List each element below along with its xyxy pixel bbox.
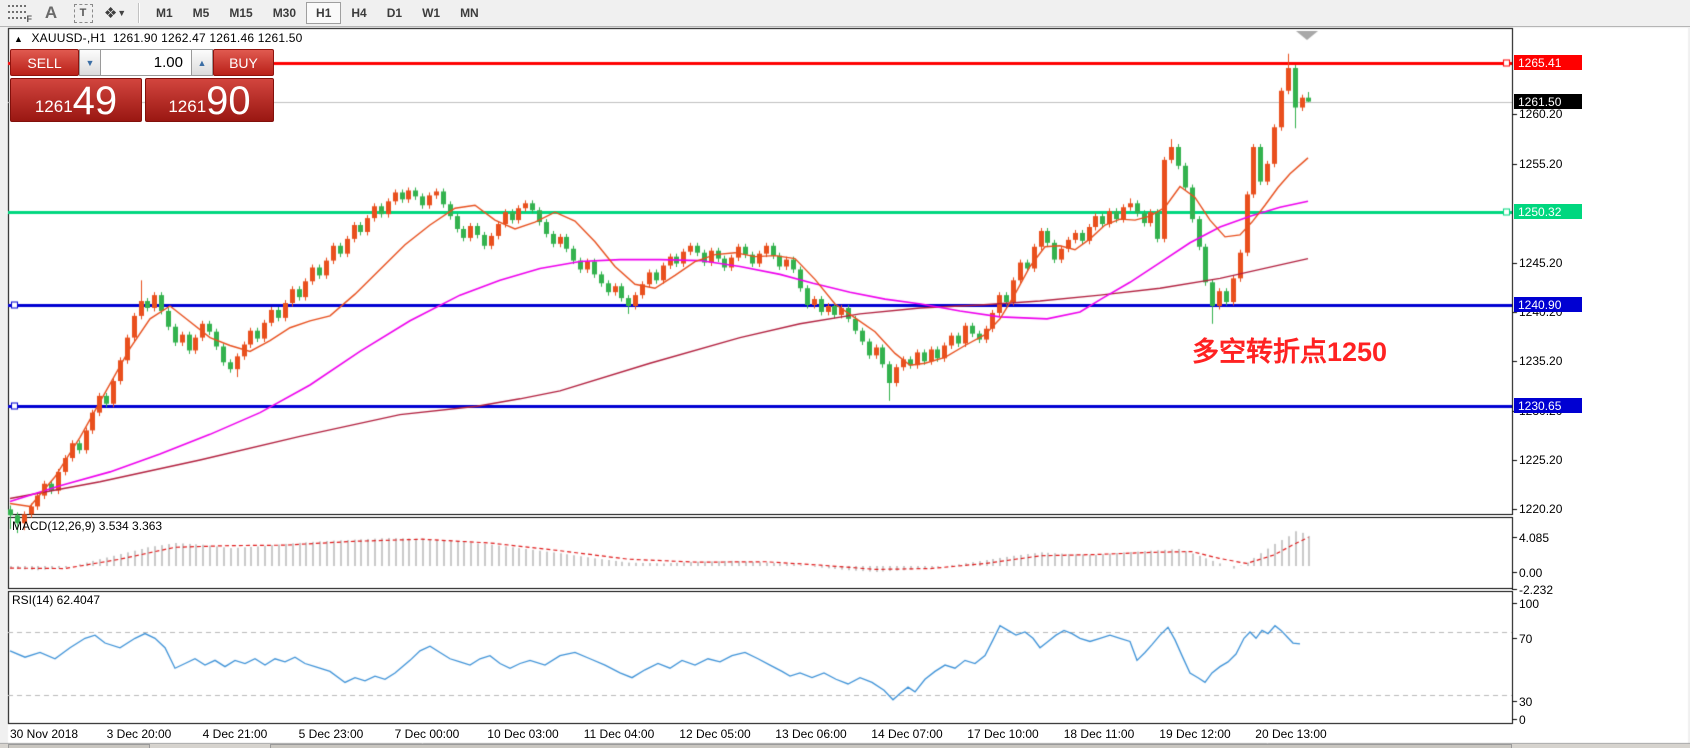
buy-price-big: 90 [206,79,251,123]
buy-price-display[interactable]: 1261 90 [145,78,274,122]
tf-button-h1[interactable]: H1 [306,2,342,24]
bottom-window-edge [0,744,1690,748]
date-tick-label: 10 Dec 03:00 [487,727,559,741]
rsi-scale-label: 100 [1519,597,1540,611]
price-badge: 1265.41 [1514,55,1582,70]
date-tick-label: 14 Dec 07:00 [871,727,943,741]
tf-button-mn[interactable]: MN [460,6,479,20]
price-tick-label: 1235.20 [1519,354,1563,368]
tf-button-m5[interactable]: M5 [192,6,210,20]
macd-scale-label: 4.085 [1519,531,1550,545]
date-tick-label: 17 Dec 10:00 [967,727,1039,741]
text-box-icon[interactable]: T [70,2,96,24]
rsi-scale-label: 70 [1519,632,1533,646]
price-tick-label: 1260.20 [1519,107,1563,121]
date-tick-label: 4 Dec 21:00 [202,727,268,741]
volume-decrease-button[interactable]: ▼ [79,49,101,76]
date-tick-label: 18 Dec 11:00 [1063,727,1135,741]
tf-button-w1[interactable]: W1 [422,6,441,20]
arrows-glyph: ❖ [103,5,118,22]
buy-price-small: 1261 [168,97,207,116]
bottom-segment [270,744,1512,748]
rsi-label: RSI(14) 62.4047 [12,593,101,607]
one-click-trading-panel: SELL ▼ 1.00 ▲ BUY 1261 49 1261 90 [10,49,274,122]
text-label-icon[interactable]: A [44,3,58,22]
tf-button-h4[interactable]: H4 [351,6,367,20]
volume-increase-button[interactable]: ▲ [191,49,213,76]
price-badge: 1250.32 [1514,204,1582,219]
macd-scale-label: 0.00 [1519,566,1543,580]
chart-annotation: 多空转折点1250 [1192,337,1388,367]
symbol-triangle-icon: ▲ [14,34,24,44]
date-tick-label: 20 Dec 13:00 [1255,727,1327,741]
date-tick-label: 30 Nov 2018 [10,727,79,741]
toolbar: F A T ❖ ▼ M1 M5 M15 M30 H1 H4 D1 W1 MN [0,0,1690,27]
ohlc-readout: 1261.90 1262.47 1261.46 1261.50 [112,31,303,45]
sell-button[interactable]: SELL [10,49,79,76]
volume-input[interactable]: 1.00 [101,49,191,76]
rsi-scale-label: 0 [1519,713,1526,727]
fibonacci-icon[interactable]: F [8,4,32,24]
bottom-segment [8,744,150,748]
price-tick-label: 1225.20 [1519,453,1563,467]
date-tick-label: 7 Dec 00:00 [394,727,460,741]
rsi-scale-label: 30 [1519,695,1533,709]
fib-line [8,5,28,7]
price-badge: 1261.50 [1514,94,1582,109]
arrow-objects-icon[interactable]: ❖ ▼ [102,2,128,24]
price-badge: 1230.65 [1514,398,1582,413]
sell-price-small: 1261 [34,97,73,116]
date-tick-label: 12 Dec 05:00 [679,727,751,741]
tf-button-m1[interactable]: M1 [156,6,173,20]
sell-price-big: 49 [72,79,118,123]
tf-button-d1[interactable]: D1 [386,6,403,20]
chart-title: ▲ XAUUSD-,H1 1261.90 1262.47 1261.46 126… [14,31,303,45]
toolbar-separator [138,3,140,23]
price-badge: 1240.90 [1514,297,1582,312]
price-tick-label: 1245.20 [1519,256,1563,270]
date-tick-label: 19 Dec 12:00 [1159,727,1231,741]
date-tick-label: 11 Dec 04:00 [583,727,655,741]
tf-button-m15[interactable]: M15 [229,6,253,20]
chevron-down-icon: ▼ [117,8,127,18]
buy-button[interactable]: BUY [213,49,274,76]
price-tick-label: 1220.20 [1519,502,1563,516]
fib-line [8,17,28,19]
macd-label: MACD(12,26,9) 3.534 3.363 [12,519,163,533]
symbol-timeframe: XAUUSD-,H1 [31,31,107,45]
fib-line [8,11,28,13]
tf-button-m30[interactable]: M30 [272,6,297,20]
date-tick-label: 5 Dec 23:00 [298,727,364,741]
macd-scale-label: -2.232 [1519,583,1554,597]
sell-price-display[interactable]: 1261 49 [10,78,142,122]
date-tick-label: 3 Dec 20:00 [106,727,172,741]
price-tick-label: 1255.20 [1519,157,1563,171]
date-tick-label: 13 Dec 06:00 [775,727,847,741]
